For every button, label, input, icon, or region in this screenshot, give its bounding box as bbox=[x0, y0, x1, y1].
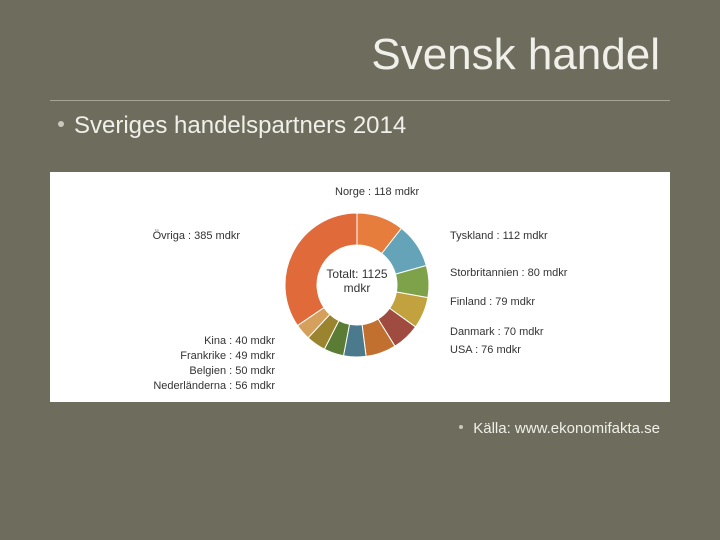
source-row: Källa: www.ekonomifakta.se bbox=[459, 420, 660, 437]
title-underline bbox=[50, 100, 670, 101]
slice-label-frankrike: Frankrike : 49 mdkr bbox=[180, 350, 275, 362]
chart-panel: Totalt: 1125 mdkr Norge : 118 mdkr Tyskla… bbox=[50, 172, 670, 402]
bullet-icon bbox=[459, 425, 463, 429]
slice-label-danmark: Danmark : 70 mdkr bbox=[450, 326, 544, 338]
slice-label-usa: USA : 76 mdkr bbox=[450, 344, 521, 356]
slice-label-belgien: Belgien : 50 mdkr bbox=[189, 365, 275, 377]
donut-center-label: Totalt: 1125 mdkr bbox=[312, 267, 402, 296]
subtitle-text: Sveriges handelspartners 2014 bbox=[74, 112, 406, 139]
page-title: Svensk handel bbox=[371, 30, 660, 80]
slice-label-tyskland: Tyskland : 112 mdkr bbox=[450, 230, 548, 242]
bullet-icon bbox=[58, 121, 64, 127]
source-text: www.ekonomifakta.se bbox=[515, 420, 660, 437]
slice-label-norge: Norge : 118 mdkr bbox=[335, 186, 419, 198]
slice-label-övriga: Övriga : 385 mdkr bbox=[153, 230, 240, 242]
subtitle-row: Sveriges handelspartners 2014 bbox=[58, 112, 406, 140]
source-prefix: Källa: bbox=[473, 420, 515, 437]
slice-label-finland: Finland : 79 mdkr bbox=[450, 296, 535, 308]
slice-label-nederländerna: Nederländerna : 56 mdkr bbox=[153, 380, 275, 392]
slice-label-kina: Kina : 40 mdkr bbox=[204, 335, 275, 347]
slice-label-storbritannien: Storbritannien : 80 mdkr bbox=[450, 267, 567, 279]
